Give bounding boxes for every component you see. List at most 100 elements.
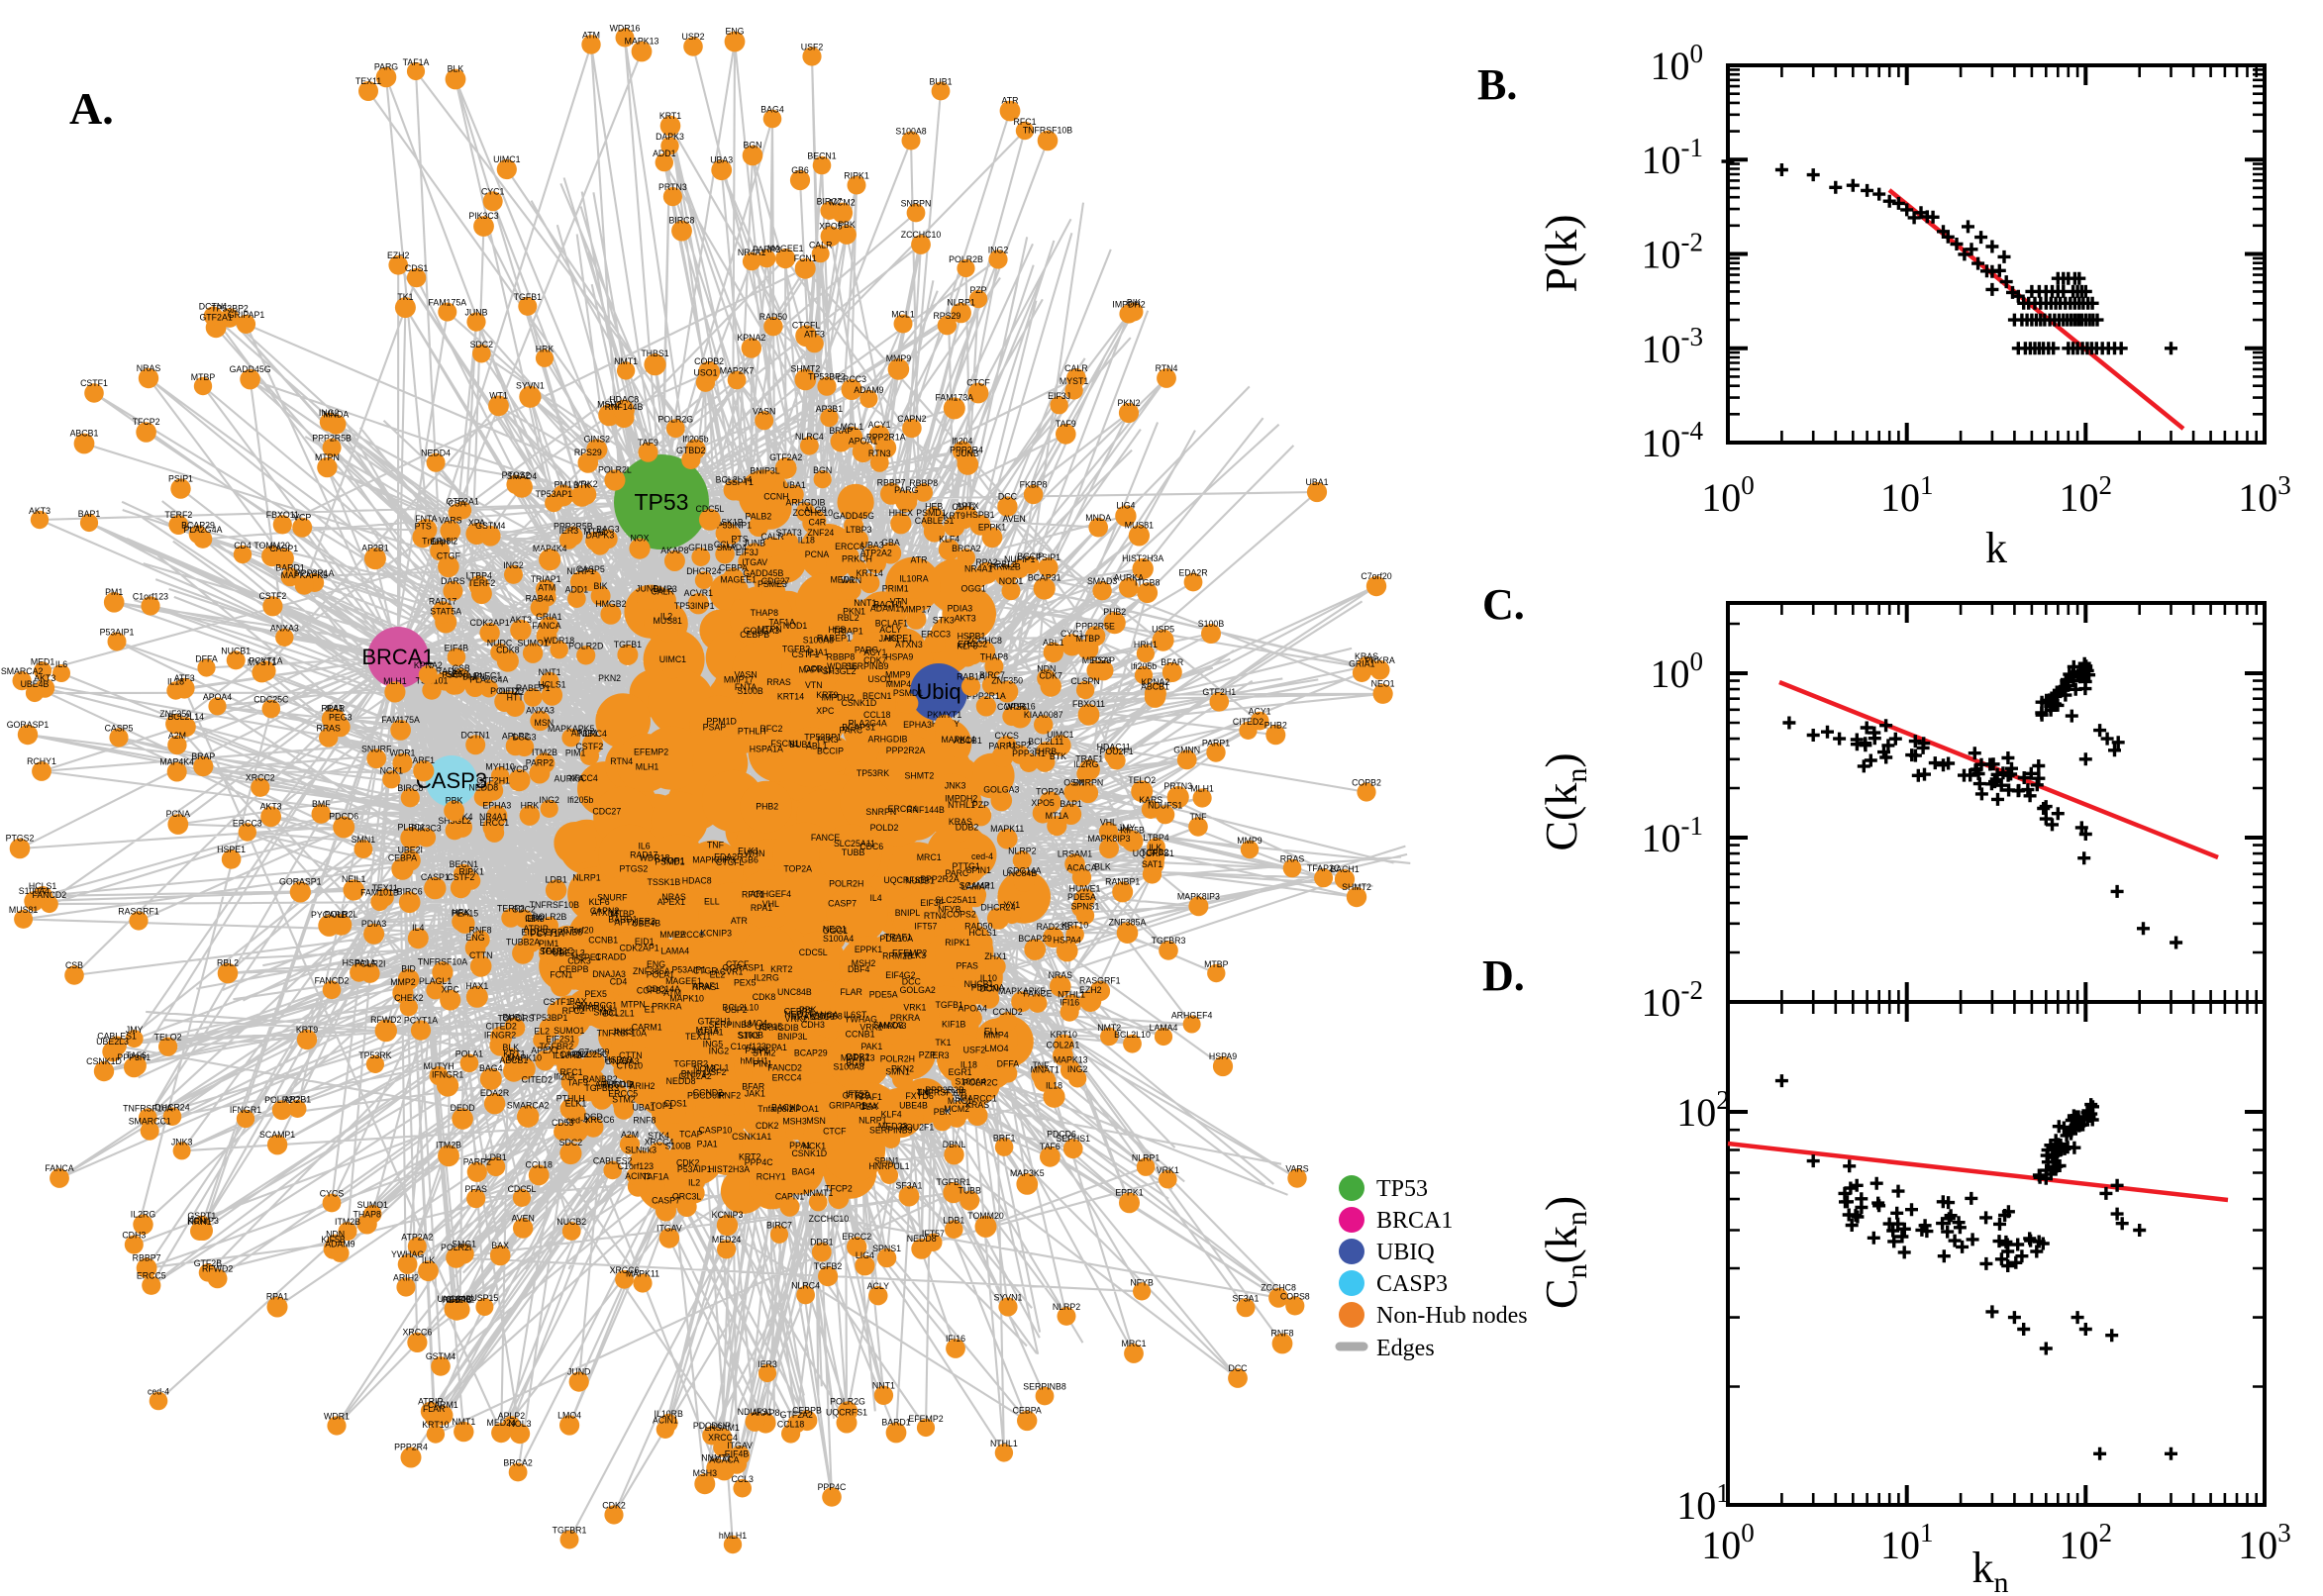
svg-text:USP2: USP2 bbox=[682, 32, 705, 42]
svg-text:ADD1: ADD1 bbox=[653, 149, 676, 158]
svg-text:AURKA: AURKA bbox=[1114, 573, 1144, 583]
svg-text:HRH1: HRH1 bbox=[188, 1217, 212, 1227]
svg-text:KPNA2: KPNA2 bbox=[737, 333, 765, 343]
svg-text:CHEK2: CHEK2 bbox=[394, 993, 423, 1003]
svg-text:ATRIP: ATRIP bbox=[418, 1397, 443, 1407]
svg-text:CEBPA: CEBPA bbox=[719, 563, 748, 573]
svg-text:BLK: BLK bbox=[502, 1043, 519, 1052]
svg-text:SNRPN: SNRPN bbox=[865, 807, 896, 817]
svg-text:TGFB1: TGFB1 bbox=[514, 292, 542, 302]
svg-text:LRSAM1: LRSAM1 bbox=[705, 1423, 740, 1433]
svg-text:TNFRSF10A: TNFRSF10A bbox=[418, 956, 467, 966]
svg-text:EPPK1: EPPK1 bbox=[855, 945, 882, 954]
svg-text:HHEX: HHEX bbox=[889, 508, 914, 518]
svg-text:MTBP: MTBP bbox=[1204, 959, 1229, 969]
svg-text:Non-Hub nodes: Non-Hub nodes bbox=[1376, 1303, 1528, 1329]
svg-text:UQCRFS1: UQCRFS1 bbox=[826, 1408, 867, 1418]
svg-text:PPM1D: PPM1D bbox=[707, 716, 737, 726]
svg-text:STK3: STK3 bbox=[933, 615, 955, 625]
svg-text:S100B: S100B bbox=[1198, 619, 1225, 629]
svg-text:USF2: USF2 bbox=[963, 1046, 986, 1055]
svg-text:POLR2H: POLR2H bbox=[829, 879, 863, 889]
svg-text:DCTN1: DCTN1 bbox=[461, 730, 490, 740]
svg-text:IL10RA: IL10RA bbox=[899, 573, 928, 583]
svg-text:MUS81: MUS81 bbox=[9, 905, 38, 915]
svg-text:GINS2: GINS2 bbox=[584, 434, 611, 444]
svg-text:NLRP1: NLRP1 bbox=[572, 873, 600, 883]
svg-text:CDK7: CDK7 bbox=[1039, 670, 1062, 680]
svg-text:ATM: ATM bbox=[582, 30, 600, 40]
svg-text:SCAMP1: SCAMP1 bbox=[259, 1130, 295, 1140]
svg-text:C.: C. bbox=[1482, 580, 1525, 629]
svg-text:TEX11: TEX11 bbox=[372, 883, 398, 893]
svg-text:PRIM1: PRIM1 bbox=[882, 584, 909, 594]
svg-text:EFEMP2: EFEMP2 bbox=[908, 1414, 943, 1424]
svg-text:PPP2R5B: PPP2R5B bbox=[312, 434, 352, 444]
svg-text:C7orf20: C7orf20 bbox=[1361, 571, 1391, 581]
svg-text:ERCC4: ERCC4 bbox=[772, 1073, 802, 1083]
svg-text:BFAR: BFAR bbox=[742, 1081, 764, 1091]
svg-text:FANCA: FANCA bbox=[809, 1010, 838, 1020]
svg-text:PYCARD: PYCARD bbox=[311, 910, 348, 920]
svg-text:CSB: CSB bbox=[453, 663, 470, 673]
svg-text:JUND: JUND bbox=[567, 1366, 590, 1376]
svg-text:ZHX1: ZHX1 bbox=[984, 951, 1007, 961]
svg-text:DHCR24: DHCR24 bbox=[980, 903, 1015, 913]
svg-text:BAG4: BAG4 bbox=[479, 1063, 503, 1073]
svg-text:ARIH2: ARIH2 bbox=[630, 1081, 656, 1091]
svg-text:AP2B1: AP2B1 bbox=[361, 543, 388, 552]
svg-text:LAMA4: LAMA4 bbox=[660, 947, 689, 956]
svg-text:P53AIP1: P53AIP1 bbox=[100, 628, 135, 638]
svg-text:EDA2R: EDA2R bbox=[1178, 568, 1207, 578]
svg-text:GTBD2: GTBD2 bbox=[676, 446, 705, 455]
svg-text:SMN1: SMN1 bbox=[352, 835, 376, 845]
svg-text:HEB: HEB bbox=[925, 502, 943, 512]
svg-text:MED24: MED24 bbox=[712, 1235, 741, 1245]
svg-text:KRT9: KRT9 bbox=[944, 511, 965, 521]
svg-text:A2M: A2M bbox=[621, 1130, 639, 1140]
svg-text:AKT3: AKT3 bbox=[260, 801, 282, 811]
svg-text:TERF2: TERF2 bbox=[467, 578, 495, 588]
svg-text:BNIP3L: BNIP3L bbox=[777, 1032, 807, 1042]
svg-text:APAF1: APAF1 bbox=[856, 1092, 882, 1102]
svg-text:RPA1: RPA1 bbox=[751, 903, 772, 913]
svg-text:USP2: USP2 bbox=[725, 1005, 748, 1015]
svg-text:SUMO1: SUMO1 bbox=[554, 1026, 584, 1036]
svg-text:CITED2: CITED2 bbox=[1233, 717, 1263, 727]
svg-text:HRH1: HRH1 bbox=[1134, 640, 1158, 649]
svg-text:POU2F1: POU2F1 bbox=[1099, 747, 1133, 756]
svg-text:RTN4: RTN4 bbox=[924, 911, 947, 921]
svg-text:POLR2G: POLR2G bbox=[657, 414, 693, 424]
svg-text:XPO5: XPO5 bbox=[819, 221, 843, 231]
svg-text:NUCB1: NUCB1 bbox=[221, 646, 251, 655]
svg-text:CDK2: CDK2 bbox=[602, 1500, 626, 1510]
svg-text:ATR: ATR bbox=[911, 554, 928, 564]
svg-text:XPC: XPC bbox=[816, 706, 835, 716]
svg-text:STK3: STK3 bbox=[738, 1031, 759, 1041]
svg-text:CDK2AP1: CDK2AP1 bbox=[470, 618, 510, 628]
svg-text:MED23: MED23 bbox=[1082, 655, 1111, 665]
svg-text:AKT3: AKT3 bbox=[510, 615, 532, 625]
svg-text:ARHGEF4: ARHGEF4 bbox=[1171, 1011, 1213, 1021]
svg-text:IFNGR2: IFNGR2 bbox=[484, 1030, 516, 1040]
svg-text:CAPN1: CAPN1 bbox=[775, 1192, 804, 1202]
svg-text:KLF4: KLF4 bbox=[881, 1109, 902, 1119]
svg-text:HSPB1: HSPB1 bbox=[958, 632, 986, 642]
svg-text:ZCCHC10: ZCCHC10 bbox=[901, 230, 942, 240]
svg-text:ATR: ATR bbox=[731, 916, 748, 926]
svg-text:FANCA: FANCA bbox=[45, 1163, 73, 1173]
svg-text:BARD1: BARD1 bbox=[881, 1418, 910, 1428]
svg-text:DHCR24: DHCR24 bbox=[686, 566, 721, 576]
svg-text:PARG: PARG bbox=[374, 62, 398, 72]
svg-text:ANXA3: ANXA3 bbox=[526, 706, 555, 716]
svg-text:ING2: ING2 bbox=[988, 245, 1009, 254]
svg-text:GADD45G: GADD45G bbox=[833, 511, 874, 521]
svg-text:ACVR1: ACVR1 bbox=[684, 588, 713, 598]
svg-text:JAK1: JAK1 bbox=[879, 634, 900, 644]
svg-text:CSTF2: CSTF2 bbox=[258, 591, 286, 601]
svg-text:PDE5A: PDE5A bbox=[869, 989, 898, 999]
svg-text:IL6: IL6 bbox=[638, 842, 650, 851]
svg-text:FKBP8: FKBP8 bbox=[1020, 480, 1048, 490]
svg-text:CCNH: CCNH bbox=[763, 491, 788, 501]
svg-text:ACY1: ACY1 bbox=[868, 420, 891, 430]
